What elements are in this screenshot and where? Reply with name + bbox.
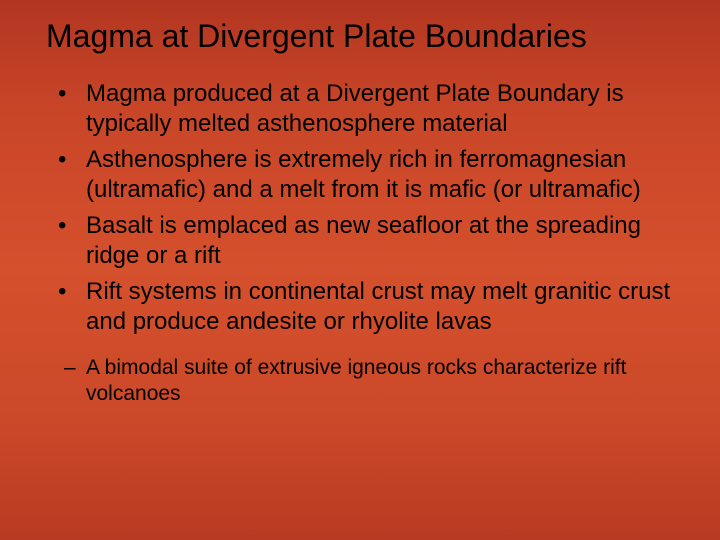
list-item: A bimodal suite of extrusive igneous roc… (64, 355, 690, 408)
bullet-list: Magma produced at a Divergent Plate Boun… (30, 79, 690, 337)
list-item: Basalt is emplaced as new seafloor at th… (58, 211, 690, 271)
sub-bullet-list: A bimodal suite of extrusive igneous roc… (30, 355, 690, 408)
slide-container: Magma at Divergent Plate Boundaries Magm… (0, 0, 720, 540)
list-item: Magma produced at a Divergent Plate Boun… (58, 79, 690, 139)
list-item: Asthenosphere is extremely rich in ferro… (58, 145, 690, 205)
slide-title: Magma at Divergent Plate Boundaries (30, 18, 690, 55)
list-item: Rift systems in continental crust may me… (58, 277, 690, 337)
